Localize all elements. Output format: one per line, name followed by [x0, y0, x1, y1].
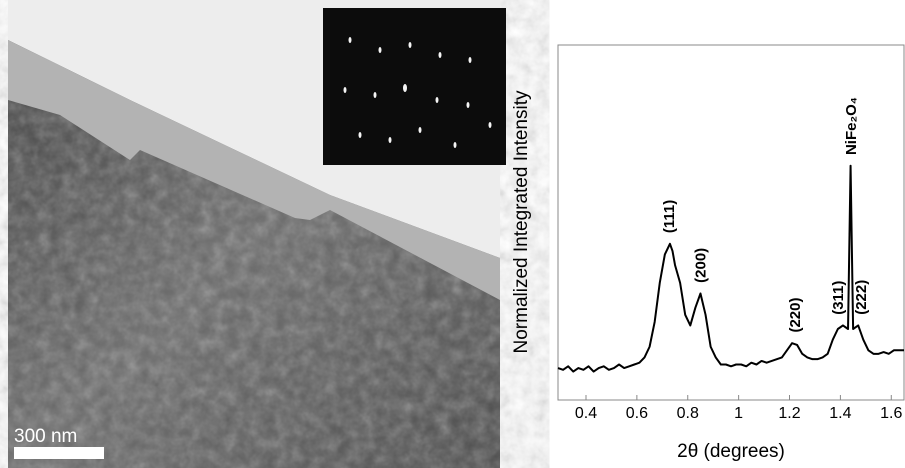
- scale-bar: [14, 447, 104, 459]
- figure: 300 nm Normalized Integrated Intensity 2…: [0, 0, 905, 468]
- diffraction-inset: [323, 8, 506, 165]
- x-tick-label: 1.4: [829, 405, 851, 422]
- y-axis-label: Normalized Integrated Intensity: [511, 90, 532, 353]
- xrd-line: [558, 166, 904, 372]
- x-tick-label: 1: [734, 405, 743, 422]
- peak-label: (220): [787, 298, 804, 333]
- x-tick-label: 0.6: [626, 405, 648, 422]
- x-tick-label: 1.6: [880, 405, 902, 422]
- x-tick-label: 0.8: [677, 405, 699, 422]
- peak-label: (200): [693, 248, 710, 283]
- peak-label: (311): [830, 281, 847, 315]
- scale-bar-label: 300 nm: [14, 426, 77, 447]
- x-tick-label: 0.4: [575, 405, 597, 422]
- peak-label: NiFe₂O₄: [843, 97, 860, 155]
- tem-image: 300 nm: [8, 0, 506, 468]
- x-tick-label: 1.2: [778, 405, 800, 422]
- peak-label: (111): [661, 200, 678, 233]
- peak-label: (222): [853, 280, 870, 315]
- x-axis-label: 2θ (degrees): [677, 441, 785, 462]
